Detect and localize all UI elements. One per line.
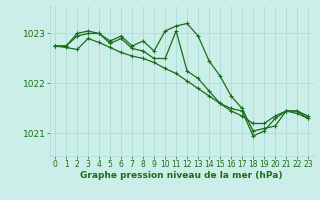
X-axis label: Graphe pression niveau de la mer (hPa): Graphe pression niveau de la mer (hPa) xyxy=(80,171,283,180)
